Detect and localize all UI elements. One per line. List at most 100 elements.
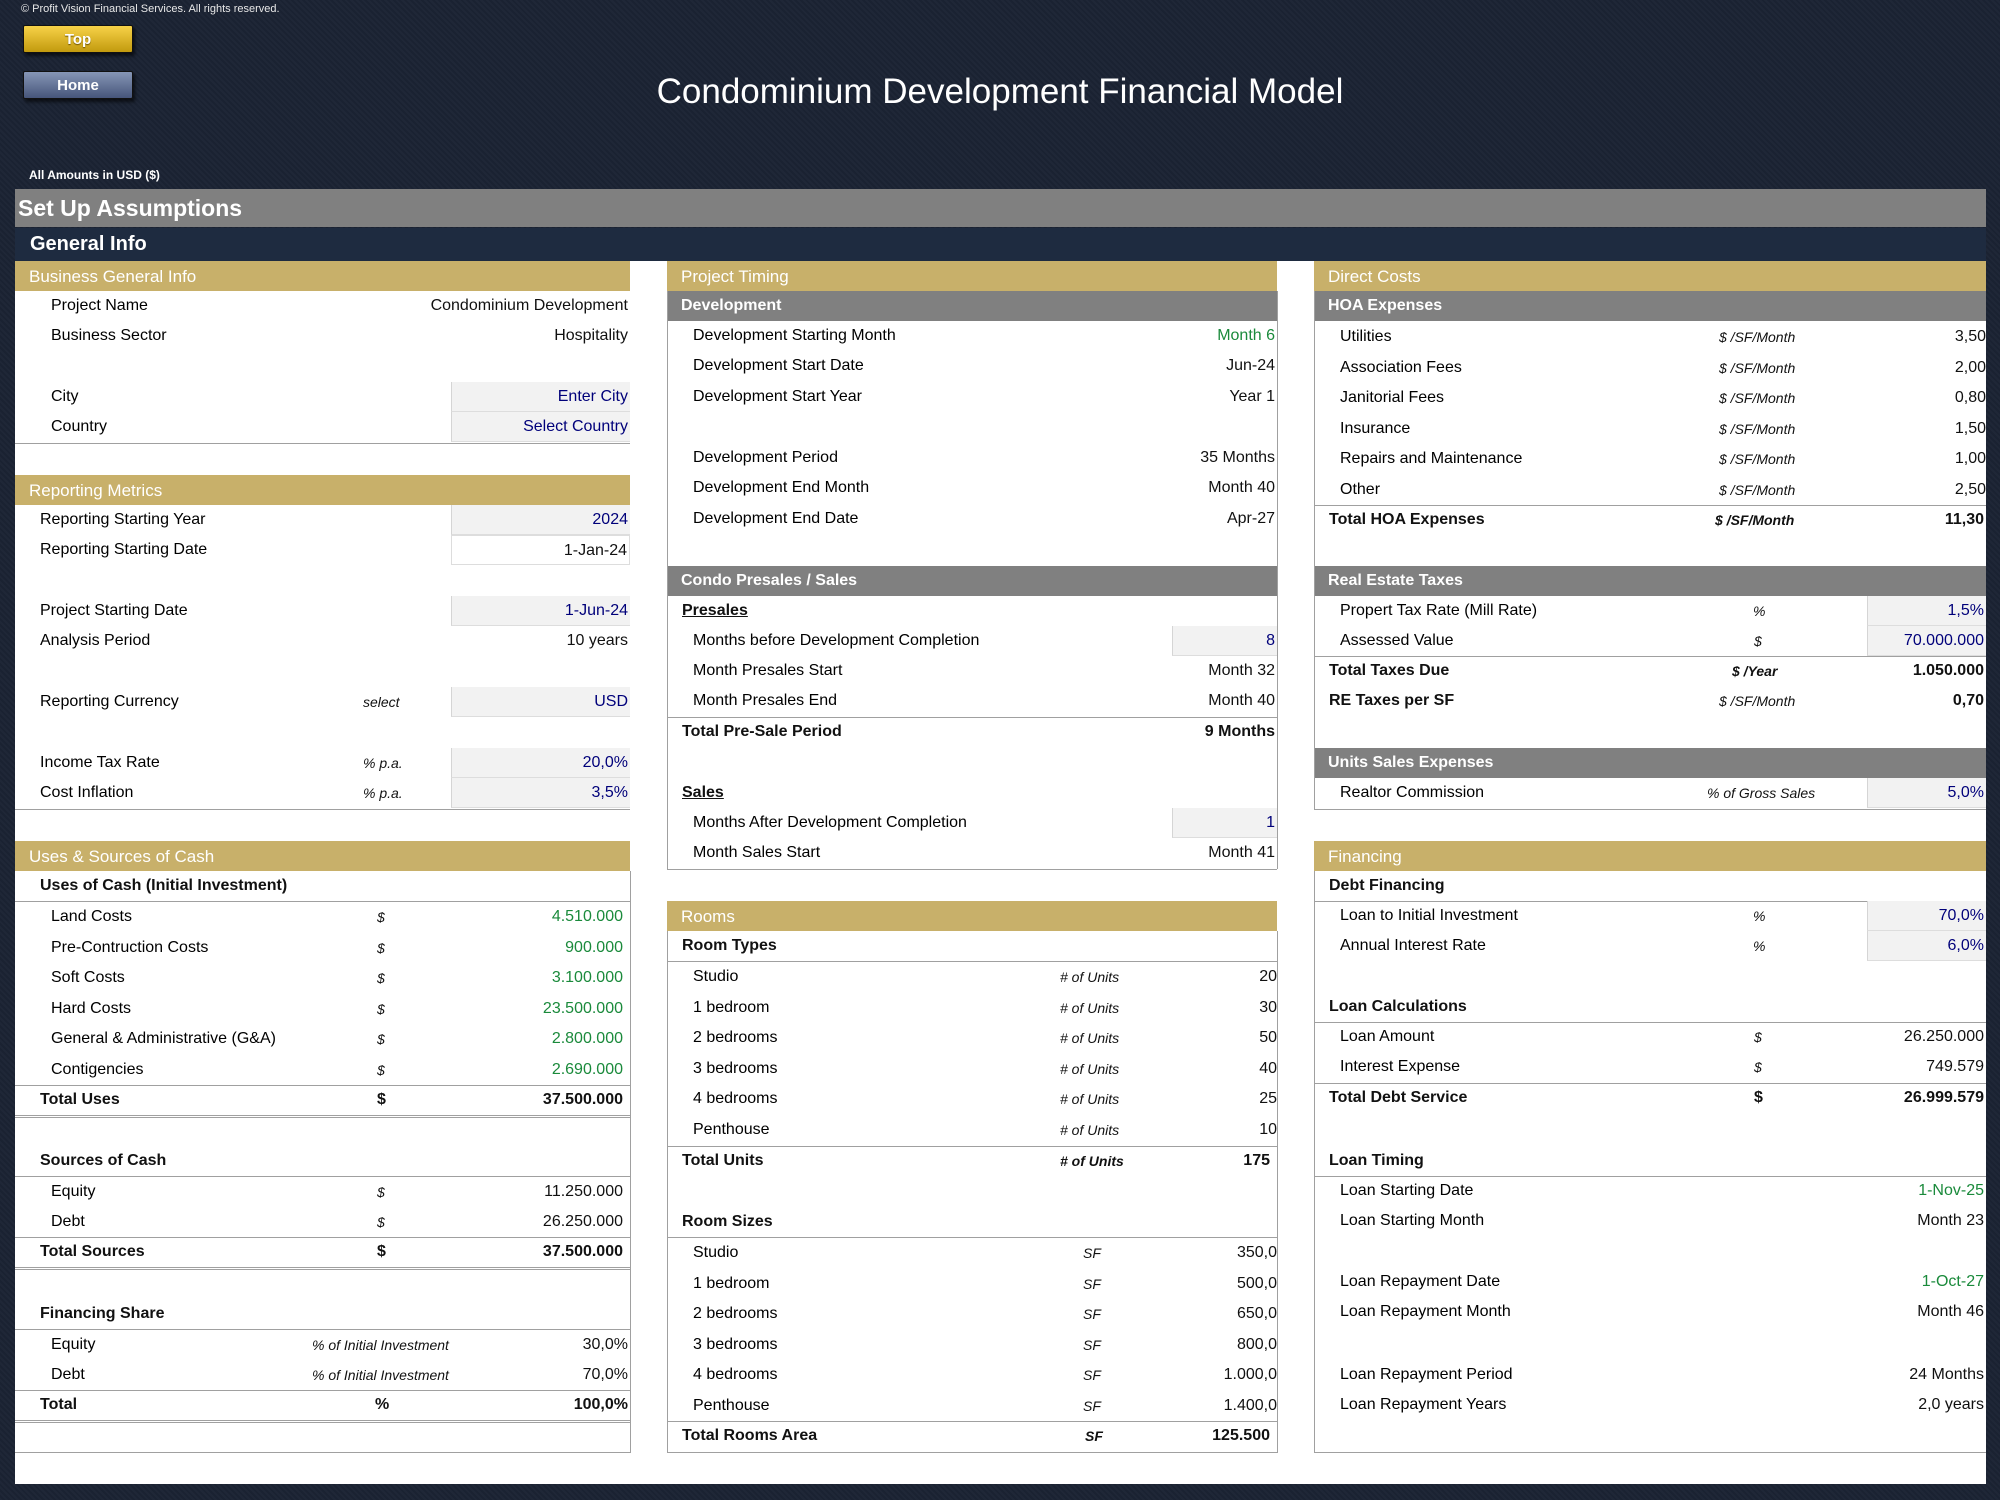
assessed-value-row: Assessed Value $ 70.000.000	[1314, 626, 1986, 656]
room-size-row: 2 bedrooms SF 650,0	[667, 1299, 1277, 1329]
room-type-unit: # of Units	[1060, 1091, 1120, 1107]
re-taxes-sf-value: 0,70	[1952, 692, 1984, 709]
country-select[interactable]: Select Country	[451, 412, 630, 442]
inflation-row: Cost Inflation % p.a. 3,5%	[15, 778, 630, 808]
inflation-input[interactable]: 3,5%	[451, 778, 630, 808]
assessed-value-unit: $	[1754, 633, 1762, 649]
divider	[15, 443, 630, 444]
interest-expense-row: Interest Expense $ 749.579	[1314, 1052, 1986, 1082]
dev-end-date-label: Development End Date	[693, 510, 859, 527]
currency-select[interactable]: USD	[451, 687, 630, 717]
divider	[1314, 1022, 1986, 1023]
tax-rate-input[interactable]: 20,0%	[451, 748, 630, 778]
room-type-value[interactable]: 50	[1259, 1029, 1277, 1046]
divider	[15, 901, 630, 902]
mill-rate-unit: %	[1753, 603, 1766, 619]
months-before-input[interactable]: 8	[1172, 626, 1277, 656]
repay-date-row: Loan Repayment Date 1-Oct-27	[1314, 1267, 1986, 1297]
room-types-header-row: Room Types	[667, 931, 1277, 961]
room-type-value[interactable]: 40	[1259, 1059, 1277, 1077]
top-button[interactable]: Top	[23, 25, 133, 53]
room-type-value[interactable]: 25	[1259, 1090, 1277, 1107]
hoa-value[interactable]: 1,00	[1954, 450, 1986, 467]
mill-rate-input[interactable]: 1,5%	[1867, 596, 1986, 626]
presales-title: Presales	[682, 602, 748, 619]
use-row: Land Costs $4.510.000	[15, 902, 630, 932]
months-after-input[interactable]: 1	[1172, 808, 1277, 838]
hoa-row: Insurance $ /SF/Month 1,50	[1314, 414, 1986, 444]
interest-rate-input[interactable]: 6,0%	[1867, 931, 1986, 961]
room-size-value[interactable]: 1.000,0	[1223, 1366, 1277, 1383]
repay-date-value: 1-Oct-27	[1921, 1273, 1984, 1290]
copyright-text: © Profit Vision Financial Services. All …	[21, 3, 280, 15]
project-name-value[interactable]: Condominium Development	[430, 297, 628, 314]
presales-end-value: Month 40	[1208, 692, 1275, 709]
business-sector-value[interactable]: Hospitality	[554, 327, 628, 344]
hoa-label: Insurance	[1340, 419, 1411, 437]
city-input[interactable]: Enter City	[451, 382, 630, 412]
dev-end-date-row: Development End Date Apr-27	[667, 504, 1277, 534]
home-button[interactable]: Home	[23, 71, 133, 99]
use-unit: $	[377, 1061, 385, 1078]
divider	[1314, 505, 1986, 506]
currency-unit: select	[363, 694, 400, 710]
loan-ratio-input[interactable]: 70,0%	[1867, 901, 1986, 931]
room-type-value[interactable]: 10	[1259, 1120, 1277, 1138]
room-type-value[interactable]: 30	[1259, 998, 1277, 1016]
room-sizes-header-row: Room Sizes	[667, 1207, 1277, 1237]
total-units-unit: # of Units	[1060, 1153, 1124, 1169]
debt-financing-header: Debt Financing	[1329, 877, 1445, 894]
rooms-header: Rooms	[667, 901, 1277, 931]
repay-years-row: Loan Repayment Years 2,0 years	[1314, 1390, 1986, 1420]
total-area-unit: SF	[1085, 1428, 1103, 1444]
taxes-due-value: 1.050.000	[1912, 662, 1984, 679]
room-size-value[interactable]: 350,0	[1236, 1244, 1277, 1261]
source-label: Equity	[51, 1183, 96, 1200]
loan-calc-header-row: Loan Calculations	[1314, 992, 1986, 1022]
room-size-value[interactable]: 1.400,0	[1223, 1396, 1277, 1414]
room-type-unit: # of Units	[1060, 1060, 1120, 1077]
total-share-value: 100,0%	[573, 1396, 628, 1413]
country-label: Country	[51, 418, 108, 435]
room-size-value[interactable]: 650,0	[1236, 1305, 1277, 1322]
total-sources-label: Total Sources	[40, 1243, 145, 1260]
total-share-label: Total	[40, 1396, 78, 1413]
tax-rate-unit: % p.a.	[363, 755, 403, 771]
total-hoa-value: 11,30	[1944, 511, 1984, 528]
repay-month-label: Loan Repayment Month	[1340, 1303, 1511, 1320]
debt-service-label: Total Debt Service	[1329, 1089, 1468, 1106]
loan-start-month-value: Month 23	[1917, 1212, 1984, 1229]
share-label: Debt	[51, 1366, 85, 1383]
divider	[667, 1421, 1277, 1422]
realtor-input[interactable]: 5,0%	[1867, 778, 1986, 808]
border	[667, 291, 668, 869]
room-size-value[interactable]: 500,0	[1236, 1274, 1277, 1292]
hoa-value[interactable]: 0,80	[1954, 389, 1986, 406]
room-size-unit: SF	[1083, 1245, 1101, 1261]
hoa-value[interactable]: 2,00	[1954, 358, 1986, 376]
total-uses-row: Total Uses $ 37.500.000	[15, 1085, 630, 1115]
room-type-label: Studio	[693, 968, 739, 985]
project-start-input[interactable]: 1-Jun-24	[451, 596, 630, 626]
sources-header-row: Sources of Cash	[15, 1146, 630, 1176]
total-hoa-label: Total HOA Expenses	[1329, 511, 1485, 528]
dev-start-date-label: Development Start Date	[693, 357, 864, 374]
interest-rate-row: Annual Interest Rate % 6,0%	[1314, 931, 1986, 961]
city-row: City Enter City	[15, 382, 630, 412]
assessed-value-input[interactable]: 70.000.000	[1867, 626, 1986, 656]
total-uses-value: 37.500.000	[542, 1091, 623, 1108]
room-type-unit: # of Units	[1060, 1121, 1120, 1138]
hoa-value[interactable]: 3,50	[1954, 328, 1986, 345]
divider	[667, 1452, 1277, 1453]
reporting-year-input[interactable]: 2024	[451, 505, 630, 535]
city-label: City	[51, 388, 79, 405]
room-type-value[interactable]: 20	[1259, 968, 1277, 985]
source-value: 26.250.000	[542, 1213, 623, 1230]
hoa-value[interactable]: 1,50	[1954, 419, 1986, 437]
room-type-row: Penthouse # of Units 10	[667, 1115, 1277, 1145]
project-timing-header: Project Timing	[667, 261, 1277, 291]
loan-ratio-row: Loan to Initial Investment % 70,0%	[1314, 901, 1986, 931]
room-size-value[interactable]: 800,0	[1236, 1335, 1277, 1353]
hoa-value[interactable]: 2,50	[1954, 480, 1986, 498]
months-after-label: Months After Development Completion	[693, 814, 967, 831]
